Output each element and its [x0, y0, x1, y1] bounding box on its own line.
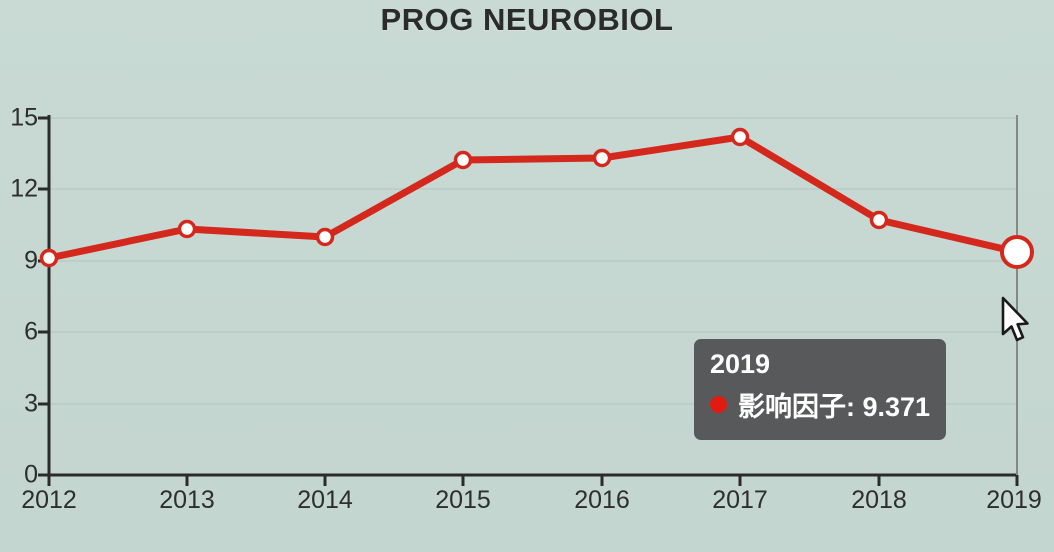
y-tick-9: 9 — [24, 246, 38, 275]
tooltip-title: 2019 — [710, 349, 771, 379]
chart-title: PROG NEUROBIOL — [380, 2, 674, 37]
data-point-2016[interactable] — [592, 148, 612, 168]
x-tick-2019: 2019 — [986, 486, 1042, 514]
x-tick-2014: 2014 — [297, 486, 353, 514]
x-tick-2015: 2015 — [435, 486, 491, 514]
y-axis-labels: 15 12 9 6 3 0 — [0, 0, 38, 552]
data-point-2018[interactable] — [869, 210, 889, 230]
y-tick-6: 6 — [24, 317, 38, 346]
x-tick-2012: 2012 — [21, 486, 77, 514]
data-point-2012[interactable] — [39, 248, 59, 268]
x-tick-2017: 2017 — [712, 486, 768, 514]
x-tick-2018: 2018 — [851, 486, 907, 514]
y-axis-ticks — [38, 116, 49, 477]
data-point-2015[interactable] — [453, 150, 473, 170]
tooltip-series-value: 影响因子: 9.371 — [738, 392, 931, 422]
gridlines — [49, 117, 1018, 405]
x-tick-2016: 2016 — [574, 486, 630, 514]
series-line-impact-factor — [45, 133, 1021, 262]
tooltip-series-dot-icon — [710, 396, 727, 413]
tooltip-series-row: 影响因子: 9.371 — [710, 385, 930, 424]
series-markers — [39, 127, 1034, 269]
chart-tooltip: 2019 影响因子: 9.371 — [694, 339, 946, 440]
y-tick-0: 0 — [24, 460, 38, 489]
data-point-2019-active[interactable] — [1000, 235, 1034, 269]
data-point-2013[interactable] — [177, 219, 197, 239]
data-point-2017[interactable] — [730, 127, 750, 147]
x-axis-ticks — [47, 475, 1019, 486]
y-tick-3: 3 — [24, 389, 38, 418]
y-tick-12: 12 — [10, 174, 38, 203]
y-tick-15: 15 — [10, 103, 38, 132]
x-tick-2013: 2013 — [159, 486, 215, 514]
data-point-2014[interactable] — [315, 227, 335, 247]
